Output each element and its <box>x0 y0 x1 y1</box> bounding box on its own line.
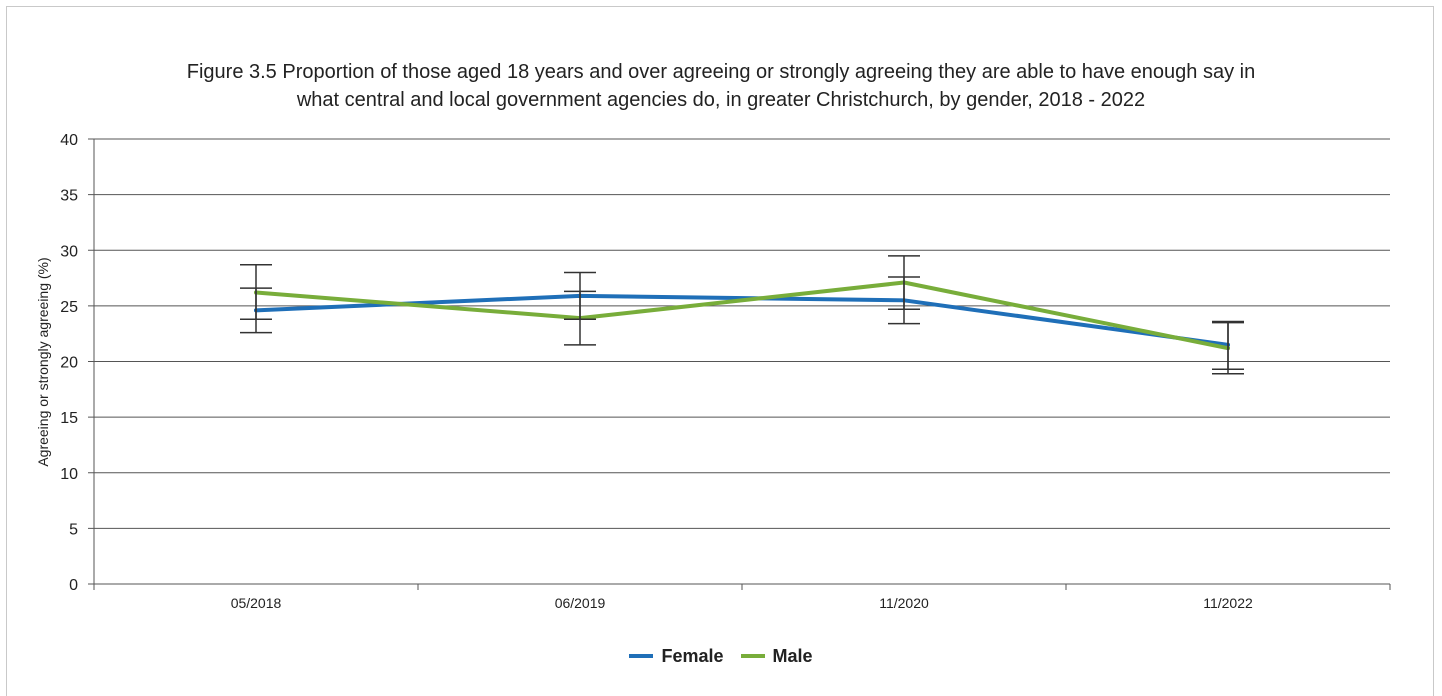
chart-title: Figure 3.5 Proportion of those aged 18 y… <box>20 58 1422 114</box>
y-tick-label-5: 5 <box>69 521 78 538</box>
legend-item-female: Female <box>629 645 724 667</box>
y-tick-label-10: 10 <box>60 466 78 483</box>
legend-item-male: Male <box>740 645 813 667</box>
error-bar-male-2 <box>888 255 920 310</box>
error-bar-male-3 <box>1212 321 1244 375</box>
y-axis-label: Agreeing or strongly agreeing (%) <box>35 257 51 466</box>
y-tick-label-25: 25 <box>60 299 78 316</box>
x-tick-label-1: 06/2019 <box>555 595 606 611</box>
x-tick-labels: 05/2018 06/2019 11/2020 11/2022 <box>231 595 1253 611</box>
y-tick-label-0: 0 <box>69 577 78 594</box>
y-tick-label-30: 30 <box>60 243 78 260</box>
y-tick-label-35: 35 <box>60 188 78 205</box>
x-tick-label-2: 11/2020 <box>879 595 929 611</box>
series <box>254 280 1230 351</box>
x-tick-label-3: 11/2022 <box>1203 595 1253 611</box>
series-line-male <box>254 280 1230 351</box>
error-bar-male-1 <box>564 290 596 346</box>
legend: Female Male <box>0 642 1442 667</box>
legend-swatch-male <box>740 654 765 658</box>
chart-title-line-1: Figure 3.5 Proportion of those aged 18 y… <box>186 61 1256 83</box>
legend-label-female: Female <box>661 645 724 666</box>
legend-label-male: Male <box>772 645 813 666</box>
chart-title-line-2: what central and local government agenci… <box>296 89 1146 111</box>
error-bars <box>240 255 1244 375</box>
y-tick-labels: 0 5 10 15 20 25 30 35 40 <box>60 132 78 594</box>
y-tick-label-40: 40 <box>60 132 78 149</box>
grid-lines <box>94 138 1390 529</box>
y-tick-label-20: 20 <box>60 355 78 372</box>
error-bar-male-0 <box>240 263 272 320</box>
axes <box>88 138 1391 590</box>
y-tick-label-15: 15 <box>60 410 78 427</box>
series-line-female <box>254 293 1230 347</box>
legend-swatch-female <box>629 654 654 658</box>
chart-frame <box>6 6 1434 696</box>
x-tick-label-0: 05/2018 <box>231 595 282 611</box>
